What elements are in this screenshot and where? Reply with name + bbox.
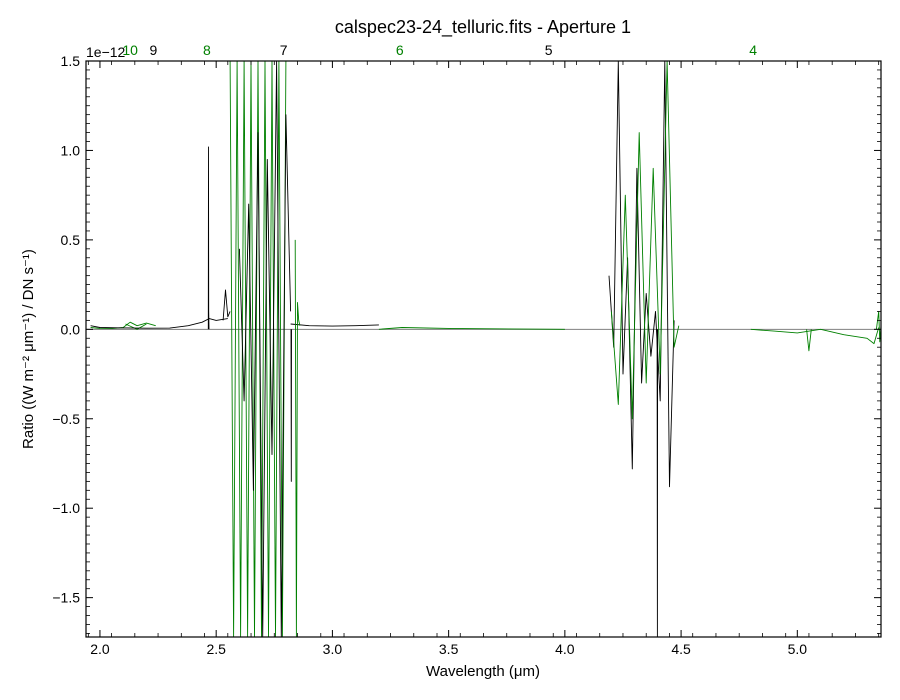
series-line-16 — [875, 310, 881, 343]
order-label: 8 — [203, 42, 211, 58]
order-label: 10 — [122, 42, 138, 58]
series-line-11 — [608, 61, 675, 488]
series-line-7 — [238, 61, 292, 637]
series-line-13 — [610, 61, 680, 420]
order-label: 9 — [150, 42, 158, 58]
x-tick-label: 5.0 — [788, 641, 808, 657]
series-line-8 — [290, 329, 292, 482]
y-tick-label: −0.5 — [52, 411, 80, 427]
series-line-10 — [378, 327, 565, 330]
y-tick-label: −1.0 — [52, 500, 80, 516]
y-tick-label: 0.5 — [61, 232, 81, 248]
x-axis-ticks: 2.0 2.5 3.0 3.5 4.0 4.5 5.0 — [87, 61, 880, 657]
series-line-14 — [750, 327, 880, 345]
series-line-3 — [207, 146, 210, 330]
x-tick-label: 4.0 — [555, 641, 575, 657]
x-tick-label: 3.0 — [323, 641, 343, 657]
series-line-1 — [125, 323, 147, 330]
plot-frame — [85, 60, 882, 638]
series-line-12 — [656, 329, 659, 637]
y-tick-label: 1.5 — [61, 53, 81, 69]
series-line-6 — [229, 61, 287, 637]
order-label: 6 — [396, 42, 404, 58]
order-label: 4 — [749, 42, 757, 58]
order-label: 5 — [545, 42, 553, 58]
series-line-2 — [90, 318, 228, 329]
chart-title: calspec23-24_telluric.fits - Aperture 1 — [335, 17, 631, 38]
x-axis-label: Wavelength (μm) — [426, 663, 540, 680]
x-tick-label: 4.5 — [671, 641, 691, 657]
x-tick-label: 3.5 — [439, 641, 459, 657]
series-line-15 — [806, 329, 812, 352]
series-line-9 — [294, 239, 301, 637]
series-line-5 — [290, 323, 379, 327]
x-tick-label: 2.0 — [90, 641, 110, 657]
series-line-4 — [222, 289, 231, 321]
series-layer — [90, 61, 881, 637]
y-axis-label: Ratio ((W m⁻² μm⁻¹) / DN s⁻¹) — [20, 249, 37, 449]
y-tick-label: 0.0 — [61, 321, 81, 337]
offset-text: 1e−12 — [86, 44, 126, 60]
order-label: 7 — [280, 42, 288, 58]
y-tick-label: −1.5 — [52, 590, 80, 606]
y-tick-label: 1.0 — [61, 142, 81, 158]
y-axis-ticks: −1.5 −1.0 −0.5 0.0 0.5 1.0 1.5 — [52, 53, 881, 634]
order-label-group: 10 9 8 7 6 5 4 — [122, 42, 757, 58]
x-tick-label: 2.5 — [206, 641, 226, 657]
